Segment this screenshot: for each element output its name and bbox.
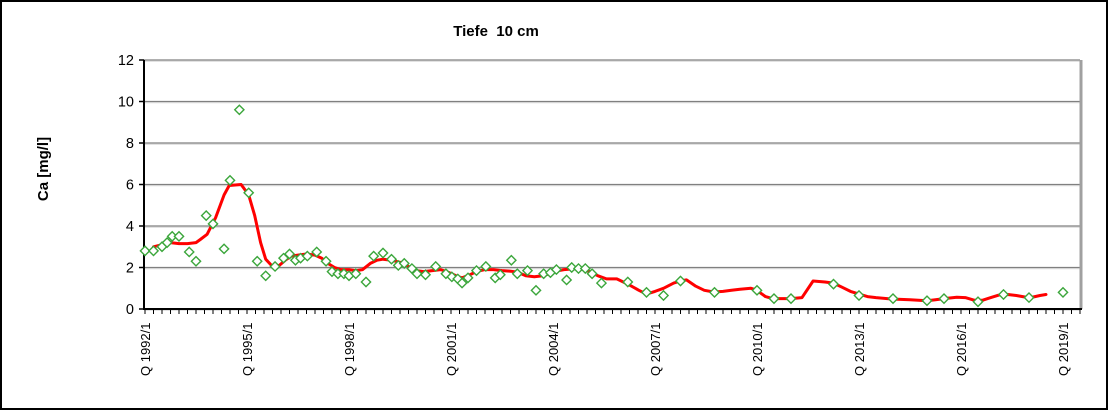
x-tick-label: Q 2019/1: [1056, 323, 1071, 377]
data-point-diamond: [827, 278, 840, 290]
data-point-diamond: [406, 262, 418, 275]
y-tick-label: 10: [118, 95, 134, 111]
data-point-diamond: [419, 269, 432, 281]
data-point-diamond: [470, 265, 483, 277]
data-point-diamond: [708, 286, 721, 298]
data-point-diamond: [674, 275, 687, 287]
data-point-diamond: [411, 268, 423, 280]
y-tick-label: 0: [126, 302, 134, 318]
x-axis: Q 1992/1 Q 1995/1 Q 1998/1 Q 2001/1 Q 2004/1…: [138, 309, 1081, 377]
data-point-diamond: [360, 276, 372, 288]
data-point-diamond: [190, 255, 202, 267]
data-point-diamond: [480, 260, 492, 273]
data-point-diamond: [785, 293, 797, 305]
x-tick-label: Q 2010/1: [750, 323, 765, 377]
x-tick-label: Q 1992/1: [138, 323, 153, 377]
y-tick-label: 2: [126, 261, 134, 277]
data-point-diamond: [938, 293, 950, 305]
data-point-diamond: [183, 246, 195, 258]
data-point-diamond: [997, 288, 1010, 301]
data-point-diamond: [243, 187, 255, 199]
data-point-diamond: [260, 270, 272, 282]
x-tick-label: Q 1998/1: [342, 323, 357, 377]
data-point-diamond: [446, 271, 458, 283]
data-point-diamond: [200, 210, 212, 222]
data-point-diamond: [921, 295, 933, 307]
data-point-diamond: [768, 293, 780, 305]
y-axis: 0 2 4 6 8 10 12: [118, 53, 144, 318]
y-gridlines: [144, 59, 1080, 311]
data-point-diamond: [251, 255, 263, 267]
x-tick-label: Q 2013/1: [852, 323, 867, 377]
data-point-diamond: [595, 277, 608, 289]
data-point-diamond: [430, 260, 442, 273]
data-point-diamond: [521, 265, 534, 277]
data-point-diamond: [1057, 286, 1069, 298]
data-point-diamond: [173, 230, 185, 242]
data-point-diamond: [147, 245, 160, 257]
y-tick-label: 12: [118, 53, 134, 69]
data-point-diamond: [218, 243, 230, 255]
data-point-diamond: [530, 284, 542, 296]
data-point-diamond: [398, 257, 410, 269]
data-point-diamond: [853, 289, 865, 302]
data-point-diamond: [561, 274, 573, 286]
data-point-diamond: [1023, 291, 1035, 304]
data-point-diamond: [657, 289, 670, 302]
data-point-diamond: [161, 237, 173, 249]
data-point-diamond: [640, 286, 653, 298]
data-point-diamond: [224, 174, 236, 186]
x-tick-label: Q 1995/1: [240, 323, 255, 377]
x-tick-label: Q 2016/1: [954, 323, 969, 377]
data-point-diamond: [972, 296, 984, 308]
data-point-diamond: [311, 246, 323, 258]
data-point-diamond: [283, 248, 296, 260]
data-point-diamond: [233, 104, 245, 116]
data-point-diamond: [566, 261, 578, 274]
data-point-diamond: [887, 293, 899, 305]
data-point-diamond: [579, 262, 591, 275]
data-point-diamond: [139, 245, 151, 257]
data-point-diamond: [385, 253, 398, 265]
data-point-diamond: [751, 284, 763, 296]
x-tick-label: Q 2004/1: [546, 323, 561, 377]
data-point-diamond: [622, 276, 634, 288]
data-point-diamond: [350, 268, 362, 280]
y-tick-label: 4: [126, 219, 134, 235]
x-tick-label: Q 2007/1: [648, 323, 663, 377]
data-point-diamond: [320, 255, 332, 267]
data-point-diamond: [462, 272, 474, 284]
data-point-diamond: [586, 268, 598, 280]
y-tick-label: 6: [126, 178, 134, 194]
data-point-diamond: [511, 268, 523, 280]
data-point-diamond: [505, 254, 517, 266]
data-point-diamond: [301, 250, 313, 262]
chart-title: Tiefe 10 cm: [453, 23, 539, 40]
scatter-points: [139, 104, 1069, 308]
data-point-diamond: [207, 218, 219, 230]
data-point-diamond: [368, 250, 380, 262]
y-tick-label: 8: [126, 136, 134, 152]
data-point-diamond: [494, 269, 506, 281]
x-tick-label: Q 2001/1: [444, 323, 459, 377]
data-point-diamond: [377, 247, 389, 259]
data-point-diamond: [550, 263, 562, 276]
data-point-diamond: [456, 277, 468, 289]
data-point-diamond: [269, 260, 281, 273]
